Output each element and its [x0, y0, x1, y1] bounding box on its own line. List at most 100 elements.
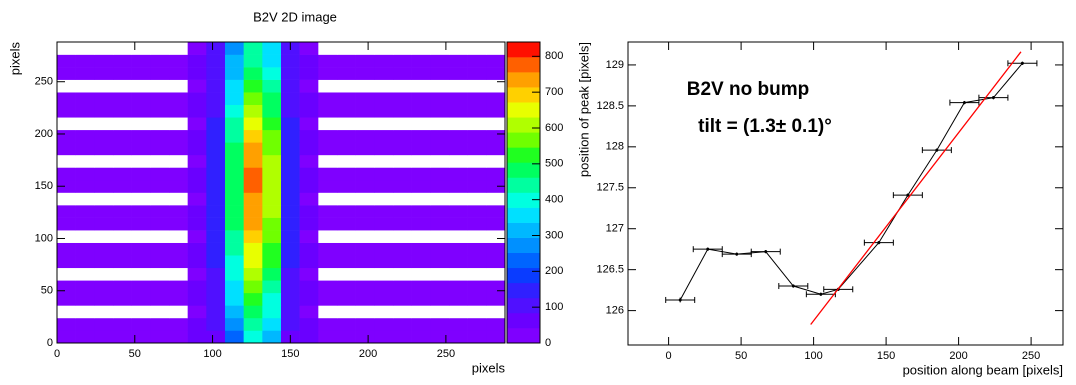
heatmap-cell	[188, 255, 207, 268]
heatmap-cell	[169, 293, 188, 306]
heatmap-cell	[94, 42, 113, 55]
heatmap-cell	[300, 155, 319, 168]
heatmap-cell	[468, 130, 487, 143]
heatmap-cell	[225, 92, 244, 105]
heatmap-cell	[113, 180, 132, 193]
heatmap-cell	[393, 105, 412, 118]
heatmap-cell	[132, 80, 151, 93]
colorbar-step	[507, 87, 540, 102]
heatmap-cell	[94, 80, 113, 93]
heatmap-cell	[300, 92, 319, 105]
heatmap-cell	[225, 180, 244, 193]
heatmap-cell	[393, 42, 412, 55]
heatmap-cell	[169, 280, 188, 293]
x-tick-label: 150	[877, 350, 895, 362]
heatmap-cell	[281, 67, 300, 80]
heatmap-cell	[132, 117, 151, 130]
heatmap-cell	[356, 180, 375, 193]
heatmap-cell	[76, 318, 95, 331]
heatmap-cell	[430, 155, 449, 168]
heatmap-cell	[132, 318, 151, 331]
heatmap-cell	[262, 193, 281, 206]
heatmap-cell	[150, 218, 169, 231]
heatmap-cell	[393, 318, 412, 331]
heatmap-cell	[393, 193, 412, 206]
heatmap-cell	[337, 42, 356, 55]
heatmap-cell	[412, 255, 431, 268]
heatmap-cell	[430, 42, 449, 55]
heatmap-cell	[486, 167, 505, 180]
heatmap-cell	[150, 268, 169, 281]
heatmap-cell	[132, 55, 151, 68]
heatmap-cell	[412, 80, 431, 93]
heatmap-cell	[393, 230, 412, 243]
heatmap-cell	[225, 255, 244, 268]
heatmap-cell	[393, 205, 412, 218]
y-tick-label: 100	[35, 232, 53, 244]
heatmap-cell	[57, 117, 76, 130]
heatmap-cell	[412, 42, 431, 55]
heatmap-cell	[262, 230, 281, 243]
heatmap-cell	[188, 42, 207, 55]
heatmap-cell	[113, 255, 132, 268]
heatmap-cell	[244, 55, 263, 68]
figure: B2V 2D image pixels pixels position alon…	[0, 0, 1076, 385]
heatmap-cell	[430, 305, 449, 318]
heatmap-cell	[281, 205, 300, 218]
heatmap-cell	[318, 105, 337, 118]
heatmap-cell	[262, 117, 281, 130]
heatmap-cell	[393, 268, 412, 281]
heatmap-cell	[188, 105, 207, 118]
heatmap-cell	[244, 142, 263, 155]
heatmap-cell	[281, 80, 300, 93]
heatmap-cell	[76, 92, 95, 105]
heatmap-cell	[132, 167, 151, 180]
heatmap-cell	[318, 330, 337, 343]
heatmap-cell	[281, 155, 300, 168]
heatmap-cell	[57, 155, 76, 168]
heatmap-cell	[113, 318, 132, 331]
heatmap-cell	[486, 92, 505, 105]
heatmap-cell	[281, 167, 300, 180]
heatmap-cell	[468, 218, 487, 231]
heatmap-cell	[300, 218, 319, 231]
heatmap-cell	[262, 67, 281, 80]
colorbar-step	[507, 42, 540, 57]
colorbar-tick-label: 800	[545, 50, 563, 62]
heatmap-cell	[225, 205, 244, 218]
x-tick-label: 200	[359, 348, 377, 360]
heatmap-cell	[374, 205, 393, 218]
heatmap-cell	[225, 167, 244, 180]
heatmap-cell	[412, 218, 431, 231]
heatmap-cell	[393, 155, 412, 168]
heatmap-cell	[412, 92, 431, 105]
heatmap-cell	[468, 205, 487, 218]
heatmap-cell	[113, 268, 132, 281]
heatmap-cell	[169, 180, 188, 193]
heatmap-cell	[281, 193, 300, 206]
heatmap-cell	[412, 205, 431, 218]
heatmap-cell	[262, 180, 281, 193]
chart-title: B2V 2D image	[253, 9, 337, 24]
heatmap-cell	[113, 243, 132, 256]
heatmap-cell	[412, 67, 431, 80]
heatmap-cell	[374, 67, 393, 80]
heatmap-cell	[244, 180, 263, 193]
heatmap-cell	[393, 180, 412, 193]
heatmap-cell	[412, 318, 431, 331]
heatmap-cell	[449, 243, 468, 256]
heatmap-cell	[412, 280, 431, 293]
heatmap-cell	[262, 293, 281, 306]
heatmap-cell	[393, 218, 412, 231]
heatmap-cell	[337, 167, 356, 180]
heatmap-cell	[188, 80, 207, 93]
heatmap-cell	[486, 117, 505, 130]
heatmap-cell	[57, 92, 76, 105]
heatmap-cell	[76, 230, 95, 243]
heatmap-cell	[113, 155, 132, 168]
heatmap-cell	[430, 180, 449, 193]
heatmap-cell	[449, 255, 468, 268]
heatmap-cell	[76, 280, 95, 293]
heatmap-cell	[449, 305, 468, 318]
heatmap-cell	[374, 155, 393, 168]
